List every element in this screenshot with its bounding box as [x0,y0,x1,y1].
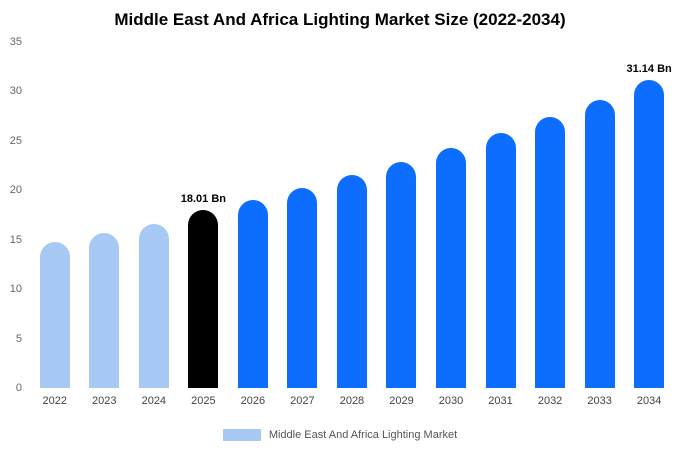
x-tick-label-2027: 2027 [290,395,315,407]
legend-label: Middle East And Africa Lighting Market [268,429,458,441]
x-tick-label-2028: 2028 [339,395,365,407]
y-axis: 0 5 10 15 20 25 30 35 [0,0,26,450]
y-tick-label: 20 [9,184,22,197]
bar-slot-2025: 18.01 Bn 2025 [179,42,229,407]
bar-slot-2024: 2024 [129,42,179,407]
bar-2032 [535,117,566,388]
y-tick-label: 15 [9,233,22,246]
x-tick-label-2033: 2033 [587,395,612,407]
bar-value-label-2025: 18.01 Bn [180,192,226,205]
bar-slot-2031: 2031 [476,42,526,407]
bar-2024 [138,223,169,388]
y-tick-label: 0 [15,382,22,394]
y-tick-label: 35 [9,36,22,48]
bar-slot-2034: 31.14 Bn 2034 [624,42,674,407]
bar-slot-2030: 2030 [426,42,476,407]
plot-area: 2022 2023 2024 18.01 Bn 2025 2026 2027 2028 2029… [30,42,674,407]
y-tick-label: 10 [9,283,22,296]
bar-2026 [237,200,268,388]
bar-2030 [436,147,467,388]
y-tick-label: 5 [15,332,22,345]
legend: Middle East And Africa Lighting Market [0,429,680,441]
bar-value-label-2034: 31.14 Bn [626,63,672,76]
bar-2028 [336,175,367,388]
bar-2034 [634,80,665,388]
bar-2031 [485,132,516,388]
x-tick-label-2025: 2025 [191,395,216,407]
bar-slot-2027: 2027 [278,42,328,407]
bar-2023 [89,232,120,388]
x-tick-label-2032: 2032 [537,395,563,407]
x-tick-label-2034: 2034 [636,395,662,407]
x-tick-label-2024: 2024 [141,395,167,407]
bar-slot-2028: 2028 [327,42,377,407]
bar-2033 [584,100,615,388]
bar-slot-2029: 2029 [377,42,427,407]
chart-title: Middle East And Africa Lighting Market S… [114,10,566,29]
bar-slot-2033: 2033 [575,42,625,407]
bar-2029 [386,161,417,388]
x-tick-label-2022: 2022 [42,395,67,407]
y-tick-label: 25 [9,134,22,147]
bar-slot-2022: 2022 [30,42,80,407]
legend-swatch-icon [222,429,261,441]
bar-2025 [188,209,219,388]
y-tick-label: 30 [9,85,22,98]
x-tick-label-2023: 2023 [92,395,117,407]
x-tick-label-2030: 2030 [438,395,464,407]
x-tick-label-2029: 2029 [389,395,414,407]
bar-slot-2023: 2023 [80,42,130,407]
bar-slot-2026: 2026 [228,42,278,407]
bar-2027 [287,188,318,388]
x-tick-label-2031: 2031 [488,395,513,407]
bar-2022 [39,241,70,388]
bar-slot-2032: 2032 [525,42,575,407]
x-tick-label-2026: 2026 [240,395,266,407]
